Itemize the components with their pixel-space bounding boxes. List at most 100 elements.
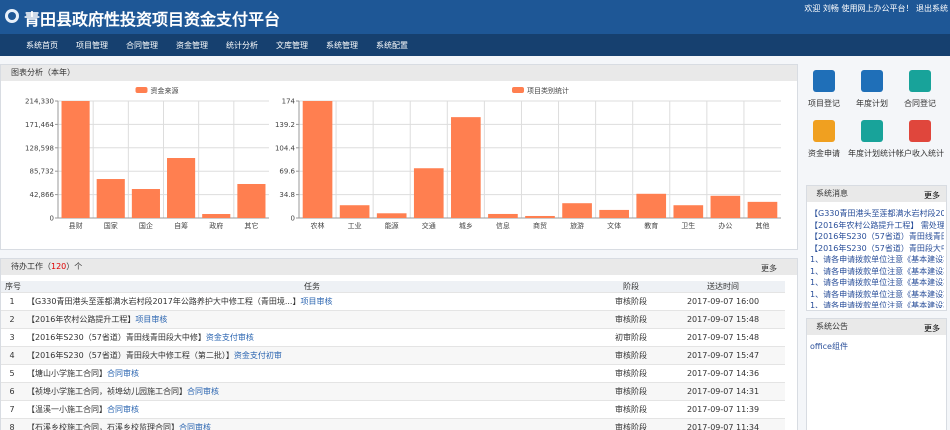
x-tick-label: 信息	[496, 221, 510, 230]
stage: 审核阶段	[601, 364, 661, 383]
task-name[interactable]: 【塘山小学施工合同】	[27, 369, 107, 378]
bar	[451, 117, 481, 218]
header-row: 序号 任务 阶段 送达时间	[1, 281, 785, 293]
nav-item[interactable]: 系统配置	[376, 41, 408, 50]
list-item[interactable]: 1、请各申请拨款单位注意《基本建设项...	[810, 301, 944, 308]
list-item[interactable]: 【2016年农村公路提升工程】 需处理项...	[810, 220, 944, 230]
shortcut-label[interactable]: 项目登记	[808, 99, 840, 108]
task-action[interactable]: 合同审核	[107, 405, 139, 414]
x-tick-label: 能源	[385, 221, 399, 230]
task-name[interactable]: 【祯埠小学施工合同，祯埠幼儿园施工合同】	[27, 387, 187, 396]
more-link[interactable]: 更多	[924, 191, 940, 200]
legend-label: 项目类别统计	[527, 86, 569, 95]
x-tick-label: 县财	[69, 221, 83, 230]
task-cell: 【祯埠小学施工合同，祯埠幼儿园施工合同】合同审核	[23, 382, 601, 401]
message-list: 【G330青田港头至莲都满水岩村段2017... 【2016年农村公路提升工程】 …	[810, 208, 944, 308]
row-number: 8	[1, 418, 23, 430]
table-row[interactable]: 4 【2016年S230（57省道）青田段大中修工程（第二批）】资金支付初审 审核阶…	[1, 346, 785, 365]
bar	[61, 101, 90, 218]
nav-item[interactable]: 系统首页	[26, 41, 58, 50]
y-tick-label: 174	[282, 98, 296, 106]
table-row[interactable]: 2 【2016年农村公路提升工程】项目审核 审核阶段 2017-09-07 15:48	[1, 310, 785, 329]
legend-swatch	[512, 87, 524, 93]
shortcut-icon[interactable]	[813, 70, 835, 92]
bar	[636, 193, 667, 218]
task-name[interactable]: 【G330青田港头至莲都满水岩村段2017年公路养护大中修工程（青田境...】	[27, 297, 301, 306]
table-row[interactable]: 7 【温溪一小施工合同】合同审核 审核阶段 2017-09-07 11:39	[1, 400, 785, 419]
shortcut-icon[interactable]	[861, 120, 883, 142]
user-info[interactable]: 欢迎 刘畅 使用网上办公平台！ 退出系统	[804, 4, 948, 13]
y-tick-label: 104.4	[275, 144, 296, 152]
table-row[interactable]: 5 【塘山小学施工合同】合同审核 审核阶段 2017-09-07 14:36	[1, 364, 785, 383]
task-cell: 【2016年S230（57省道）青田段大中修工程（第二批）】资金支付初审	[23, 346, 601, 365]
shortcut-label[interactable]: 合同登记	[904, 99, 936, 108]
task-cell: 【石溪乡校施工合同，石溪乡校监理合同】合同审核	[23, 418, 601, 430]
table-row[interactable]: 1 【G330青田港头至莲都满水岩村段2017年公路养护大中修工程（青田境...】…	[1, 292, 785, 311]
task-action[interactable]: 合同审核	[187, 387, 219, 396]
shortcut-icon[interactable]	[909, 120, 931, 142]
column-header: 序号	[1, 281, 23, 293]
list-item[interactable]: 【G330青田港头至莲都满水岩村段2017...	[810, 209, 944, 218]
shortcut-label[interactable]: 年度计划统计	[848, 149, 896, 158]
table-row[interactable]: 3 【2016年S230（57省道）青田线青田段大中修】资金支付审核 初审阶段 201…	[1, 328, 785, 347]
bar	[525, 215, 555, 218]
task-name[interactable]: 【2016年S230（57省道）青田线青田段大中修】	[27, 333, 206, 342]
todo-panel: 待办工作（120）个 更多 序号 任务 阶段 送达时间 1 【G330青田港头至莲都满水岩…	[0, 258, 798, 430]
more-link[interactable]: 更多	[924, 324, 940, 333]
task-action[interactable]: 项目审核	[300, 297, 333, 306]
list-item[interactable]: office组件	[810, 342, 848, 351]
x-tick-label: 自筹	[174, 221, 188, 230]
list-item[interactable]: 1、请各申请拨款单位注意《基本建设项...	[810, 266, 944, 276]
nav-item[interactable]: 系统管理	[326, 41, 358, 50]
shortcut-icon[interactable]	[861, 70, 883, 92]
task-action[interactable]: 项目审核	[135, 315, 168, 324]
task-action[interactable]: 资金支付初审	[233, 351, 282, 360]
task-name[interactable]: 【2016年S230（57省道）青田段大中修工程（第二批）】	[27, 351, 234, 360]
x-tick-label: 商贸	[533, 221, 547, 230]
todo-title: ）个	[66, 262, 83, 271]
nav-item[interactable]: 合同管理	[126, 41, 158, 50]
stage: 初审阶段	[601, 328, 661, 347]
row-number: 3	[1, 328, 23, 347]
legend-label: 资金来源	[151, 86, 179, 95]
list-item[interactable]: 1、请各申请拨款单位注意《基本建设项...	[810, 289, 944, 299]
table-row[interactable]: 6 【祯埠小学施工合同，祯埠幼儿园施工合同】合同审核 审核阶段 2017-09-07 …	[1, 382, 785, 401]
todo-title: 待办工作（	[11, 262, 51, 271]
stage: 审核阶段	[601, 346, 661, 365]
nav-item[interactable]: 项目管理	[76, 41, 108, 50]
list-item[interactable]: 【2016年S230（57省道）青田线青田县...	[810, 232, 944, 241]
list-item[interactable]: 【2016年S230（57省道）青田段大中修...	[810, 243, 944, 253]
list-item[interactable]: 1、请各申请拨款单位注意《基本建设项...	[810, 278, 944, 287]
nav-item[interactable]: 统计分析	[226, 41, 258, 50]
time: 2017-09-07 14:31	[661, 382, 785, 401]
x-tick-label: 教育	[644, 221, 658, 230]
nav-item[interactable]: 文库管理	[276, 41, 308, 50]
task-name[interactable]: 【石溪乡校施工合同，石溪乡校监理合同】	[27, 423, 179, 430]
bar	[413, 168, 444, 218]
task-name[interactable]: 【2016年农村公路提升工程】	[27, 315, 136, 324]
task-action[interactable]: 合同审核	[107, 369, 139, 378]
shortcut-label[interactable]: 帐户收入统计	[896, 149, 944, 158]
bar	[710, 195, 741, 218]
task-action[interactable]: 资金支付审核	[205, 333, 254, 342]
shortcut-label[interactable]: 资金申请	[808, 149, 840, 158]
site-title: 青田县政府性投资项目资金支付平台	[24, 10, 281, 29]
task-action[interactable]: 合同审核	[179, 423, 211, 430]
task-name[interactable]: 【温溪一小施工合同】	[27, 405, 107, 414]
task-cell: 【2016年S230（57省道）青田线青田段大中修】资金支付审核	[23, 328, 601, 347]
shortcuts: 项目登记 年度计划 合同登记资金申请 年度计划统计 帐户收入统计	[805, 64, 947, 174]
shortcut-icon[interactable]	[909, 70, 931, 92]
shortcut-label[interactable]: 年度计划	[856, 99, 888, 108]
column-header: 任务	[23, 281, 601, 293]
y-tick-label: 214,330	[25, 98, 54, 106]
row-number: 5	[1, 364, 23, 383]
x-tick-label: 国企	[139, 221, 153, 230]
more-link[interactable]: 更多	[761, 264, 777, 273]
table-row[interactable]: 8 【石溪乡校施工合同，石溪乡校监理合同】合同审核 审核阶段 2017-09-07 1…	[1, 418, 785, 430]
shortcut-icon[interactable]	[813, 120, 835, 142]
stage: 审核阶段	[601, 400, 661, 419]
nav-item[interactable]: 资金管理	[176, 41, 208, 50]
bar	[202, 214, 231, 218]
list-item[interactable]: 1、请各申请拨款单位注意《基本建设项...	[810, 255, 944, 264]
